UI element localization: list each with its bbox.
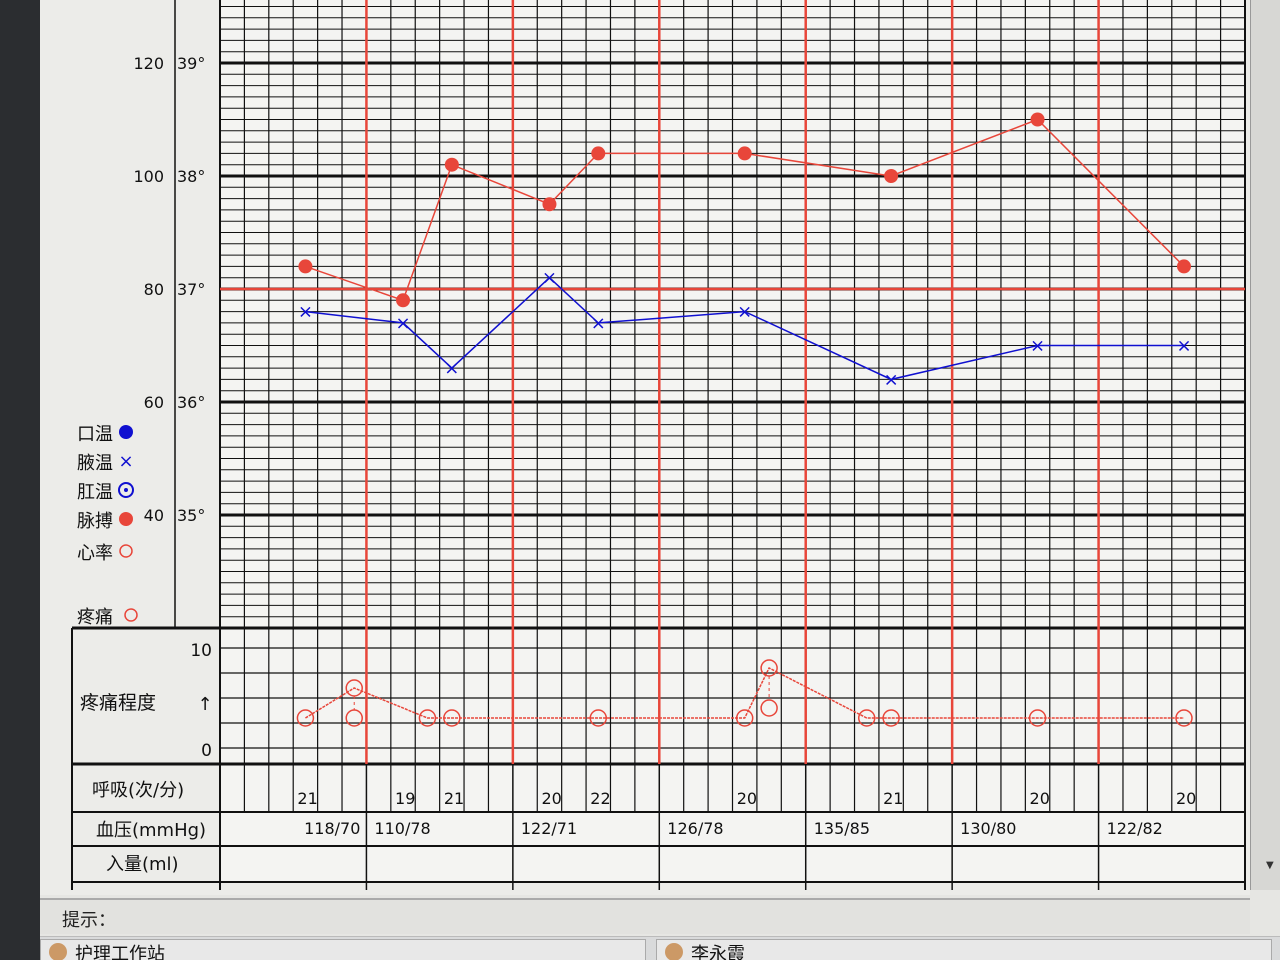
pain-arrow-icon: ↑ — [197, 694, 212, 715]
pain-point — [296, 709, 315, 727]
pulse-point — [396, 293, 411, 308]
legend-filled-circle-icon — [119, 512, 133, 526]
pulse-point — [737, 146, 752, 161]
taskbar-item-user[interactable]: 李永霞 — [656, 939, 1272, 960]
legend-label: 心率 — [77, 543, 113, 564]
pulse-point — [444, 157, 459, 172]
respiration-value: 21 — [444, 789, 464, 808]
blood-pressure-value: 122/71 — [521, 819, 577, 838]
respiration-value: 20 — [1176, 789, 1196, 808]
respiration-value: 20 — [541, 789, 561, 808]
axillary-temp-point: × — [737, 302, 752, 323]
pain-tick-label: 0 — [201, 741, 212, 761]
pulse-point — [1176, 259, 1191, 274]
pain-point — [857, 709, 876, 727]
user-avatar-icon — [665, 943, 683, 960]
legend-label: 肛温 — [77, 482, 113, 503]
respiration-row-label: 呼吸(次/分) — [92, 780, 184, 801]
pain-line — [305, 666, 1184, 719]
intake-row-label: 入量(ml) — [106, 854, 179, 875]
temperature-tick-label: 38° — [177, 167, 205, 186]
legend-dot-icon — [124, 488, 128, 492]
temperature-tick-label: 36° — [177, 393, 205, 412]
blood-pressure-value: 118/70 — [304, 819, 360, 838]
legend-dotted-circle-icon — [118, 482, 134, 498]
pain-reassess-point — [760, 699, 778, 717]
pain-axis-label: 疼痛程度 — [80, 692, 156, 714]
temperature-tick-label: 39° — [177, 54, 205, 73]
axillary-temp-point: × — [395, 313, 410, 334]
pulse-point — [298, 259, 313, 274]
pain-point — [1175, 709, 1193, 727]
taskbar-item-nursing-station[interactable]: 护理工作站 — [40, 939, 646, 960]
pulse-tick-label: 80 — [144, 280, 164, 299]
blood-pressure-row-label: 血压(mmHg) — [96, 820, 206, 841]
legend-x-icon: × — [118, 451, 133, 472]
respiration-value: 20 — [737, 789, 757, 808]
legend-label: 腋温 — [77, 453, 113, 474]
taskbar: 护理工作站 李永霞 — [40, 936, 1280, 960]
screen-bezel — [0, 0, 40, 960]
pain-point — [735, 709, 754, 727]
temperature-tick-label: 35° — [177, 506, 205, 525]
axillary-temp-point: × — [884, 369, 899, 390]
pulse-tick-label: 60 — [144, 393, 164, 412]
app-icon — [49, 943, 67, 960]
blood-pressure-value: 130/80 — [960, 819, 1016, 838]
pulse-point — [542, 197, 557, 212]
respiration-value: 21 — [297, 789, 317, 808]
axillary-temp-point: × — [1030, 336, 1045, 357]
pain-point — [882, 709, 900, 727]
vertical-scrollbar[interactable] — [1250, 0, 1280, 890]
hint-label: 提示： — [62, 910, 116, 931]
pain-point — [1028, 709, 1047, 727]
pulse-point — [1030, 112, 1045, 127]
pulse-point — [591, 146, 606, 161]
axillary-temp-point: × — [542, 268, 557, 289]
blood-pressure-value: 122/82 — [1107, 819, 1163, 838]
legend-label: 疼痛 — [77, 607, 113, 628]
legend-filled-circle-icon — [119, 425, 133, 439]
status-bar: 提示： — [40, 898, 1250, 934]
axillary-temp-line — [305, 276, 1184, 381]
pulse-tick-label: 100 — [133, 167, 164, 186]
axillary-temp-point: × — [591, 313, 606, 334]
scroll-down-arrow-icon[interactable]: ▼ — [1266, 860, 1274, 871]
pulse-tick-label: 40 — [144, 506, 164, 525]
legend-label: 口温 — [77, 424, 113, 445]
legend-open-circle-icon — [119, 544, 133, 558]
legend-label: 脉搏 — [77, 511, 113, 532]
blood-pressure-value: 110/78 — [374, 819, 430, 838]
pain-point — [589, 709, 608, 727]
axillary-temp-point: × — [298, 302, 313, 323]
pulse-tick-label: 120 — [133, 54, 164, 73]
blood-pressure-value: 126/78 — [667, 819, 723, 838]
pain-tick-label: 10 — [190, 641, 212, 661]
blood-pressure-value: 135/85 — [814, 819, 870, 838]
respiration-value: 22 — [590, 789, 610, 808]
respiration-value: 20 — [1030, 789, 1050, 808]
axillary-temp-point: × — [444, 358, 459, 379]
pain-point — [443, 709, 461, 727]
pain-reassess-point — [345, 709, 363, 727]
respiration-value: 19 — [395, 789, 415, 808]
legend-open-circle-icon — [124, 608, 138, 622]
respiration-value: 21 — [883, 789, 903, 808]
temperature-tick-label: 37° — [177, 280, 205, 299]
pulse-point — [884, 169, 899, 183]
axillary-temp-point: × — [1176, 336, 1191, 357]
pain-point — [418, 709, 437, 727]
